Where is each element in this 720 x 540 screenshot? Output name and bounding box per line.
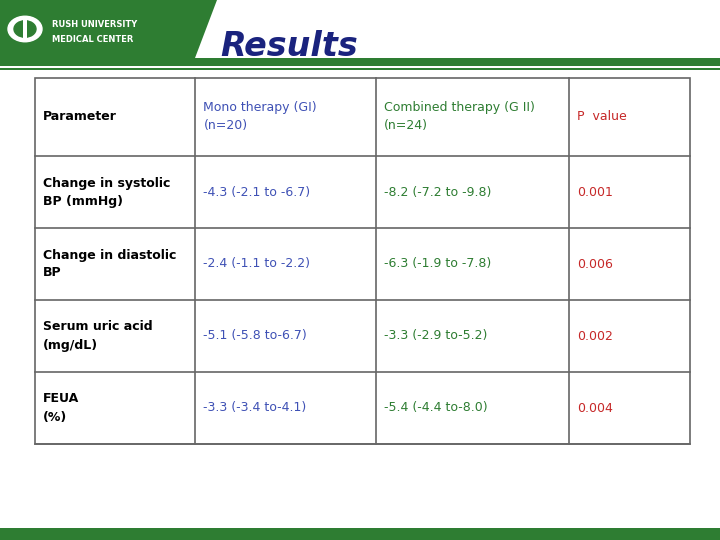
Text: RUSH UNIVERSITY: RUSH UNIVERSITY	[52, 20, 138, 29]
Text: -3.3 (-2.9 to-5.2): -3.3 (-2.9 to-5.2)	[384, 329, 487, 342]
Text: Parameter: Parameter	[43, 111, 117, 124]
Text: -8.2 (-7.2 to -9.8): -8.2 (-7.2 to -9.8)	[384, 186, 491, 199]
Text: -5.1 (-5.8 to-6.7): -5.1 (-5.8 to-6.7)	[204, 329, 307, 342]
Text: -6.3 (-1.9 to -7.8): -6.3 (-1.9 to -7.8)	[384, 258, 491, 271]
Text: Change in systolic
BP (mmHg): Change in systolic BP (mmHg)	[43, 177, 171, 207]
Text: Combined therapy (G II)
(n=24): Combined therapy (G II) (n=24)	[384, 102, 534, 132]
Text: Serum uric acid
(mg/dL): Serum uric acid (mg/dL)	[43, 321, 153, 352]
Text: -3.3 (-3.4 to-4.1): -3.3 (-3.4 to-4.1)	[204, 402, 307, 415]
Text: FEUA
(%): FEUA (%)	[43, 393, 79, 423]
Text: MEDICAL CENTER: MEDICAL CENTER	[52, 35, 133, 44]
Text: 0.001: 0.001	[577, 186, 613, 199]
Text: -2.4 (-1.1 to -2.2): -2.4 (-1.1 to -2.2)	[204, 258, 310, 271]
Text: 0.004: 0.004	[577, 402, 613, 415]
Text: 0.006: 0.006	[577, 258, 613, 271]
Text: -4.3 (-2.1 to -6.7): -4.3 (-2.1 to -6.7)	[204, 186, 310, 199]
Text: -5.4 (-4.4 to-8.0): -5.4 (-4.4 to-8.0)	[384, 402, 487, 415]
Text: P  value: P value	[577, 111, 626, 124]
Text: Change in diastolic
BP: Change in diastolic BP	[43, 248, 176, 280]
Text: Results: Results	[220, 30, 358, 63]
Text: Mono therapy (GI)
(n=20): Mono therapy (GI) (n=20)	[204, 102, 317, 132]
Text: 0.002: 0.002	[577, 329, 613, 342]
